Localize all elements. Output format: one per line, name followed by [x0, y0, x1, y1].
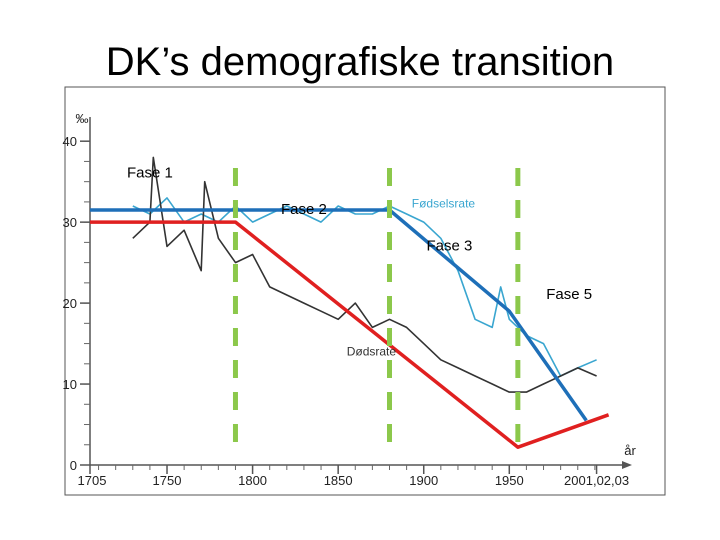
y-tick-label: 10 — [63, 377, 77, 392]
phase-label-1: Fase 2 — [281, 201, 327, 218]
x-axis-arrow — [622, 461, 632, 469]
x-tick-label: 1750 — [153, 473, 182, 488]
y-tick-label: 0 — [70, 458, 77, 473]
x-axis-label: år — [624, 443, 636, 458]
chart-axes: 0 10 20 30 40 ‰ år 1705 1750 1800 1850 1900 1950 2001… — [63, 111, 637, 488]
series-label-1: Dødsrate — [347, 345, 397, 359]
y-axis-label: ‰ — [76, 111, 89, 126]
chart-labels: Fase 1 Fase 2 Fase 3 Fase 5 Fødselsrate Dødsr… — [127, 165, 592, 359]
series-line-0 — [132, 197, 597, 377]
chart-frame — [64, 86, 666, 496]
series-label-0: Fødselsrate — [412, 197, 476, 211]
y-tick-label: 20 — [63, 296, 77, 311]
model-line-0 — [90, 208, 588, 422]
chart-models — [90, 208, 610, 449]
phase-boundaries — [232, 168, 521, 445]
slide-title: DK’s demografiske transition — [105, 40, 615, 84]
y-tick-label: 30 — [63, 215, 77, 230]
model-line-1 — [90, 220, 610, 449]
x-tick-label: 2001,02,03 — [564, 473, 629, 488]
x-tick-label: 1705 — [78, 473, 107, 488]
phase-label-2: Fase 3 — [426, 237, 472, 254]
phase-label-3: Fase 5 — [546, 286, 592, 303]
x-tick-label: 1850 — [324, 473, 353, 488]
y-tick-label: 40 — [63, 134, 77, 149]
phase-label-0: Fase 1 — [127, 165, 173, 182]
x-tick-label: 1950 — [495, 473, 524, 488]
x-tick-label: 1800 — [238, 473, 267, 488]
x-tick-label: 1900 — [409, 473, 438, 488]
